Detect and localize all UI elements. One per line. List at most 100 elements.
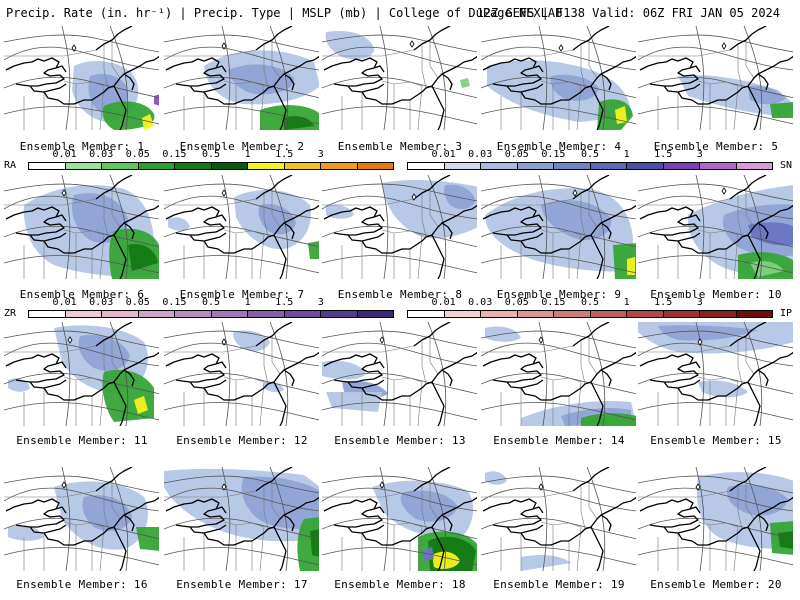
legend-swatch — [663, 163, 700, 169]
state-borders — [481, 189, 598, 279]
isobar-line — [61, 322, 71, 426]
precip-area — [142, 114, 154, 130]
legend-swatch — [65, 163, 102, 169]
isobar-line — [322, 547, 477, 566]
precip-map — [164, 467, 319, 571]
ensemble-member-panel — [322, 467, 477, 571]
isobar-line — [481, 402, 636, 421]
legend-code-zr: ZR — [4, 308, 17, 319]
isobar-line — [743, 26, 763, 130]
isobar-line — [427, 175, 447, 279]
ensemble-member-panel — [164, 26, 319, 130]
isobar-line — [481, 342, 636, 367]
legend-row-1: RA 0.01 0.03 0.05 0.15 0.5 1 1.5 3 0.01 0.03 0.05… — [0, 149, 800, 174]
ensemble-member-label: Ensemble Member: 3 — [337, 140, 463, 153]
precip-map — [164, 175, 319, 279]
legend-tick-label: 0.15 — [541, 297, 566, 308]
isobar-line — [4, 342, 159, 367]
isobar-line — [4, 76, 159, 99]
legend-swatch — [663, 311, 700, 317]
isobar-line — [638, 547, 793, 566]
state-borders — [164, 481, 281, 571]
precip-area — [770, 102, 793, 118]
legend-tick-label: 0.15 — [162, 297, 187, 308]
isobar-line — [638, 183, 793, 202]
precip-map — [481, 175, 636, 279]
precip-map — [4, 322, 159, 426]
precip-area — [658, 325, 758, 341]
legend-swatch — [248, 163, 285, 169]
isobar-line — [61, 26, 71, 130]
ensemble-member-label: Ensemble Member: 20 — [650, 578, 782, 591]
precip-area — [102, 369, 154, 422]
isobar-line — [322, 487, 477, 512]
legend-swatch — [248, 311, 285, 317]
precip-area — [326, 392, 382, 412]
isobar-line — [4, 225, 159, 248]
isobar-line — [164, 34, 319, 53]
isobar-line — [638, 475, 793, 494]
legend-tick-label: 0.01 — [52, 149, 77, 160]
legend-bar-ip — [407, 310, 773, 318]
precip-area — [154, 94, 159, 106]
state-borders — [164, 40, 281, 130]
diamond-icon — [221, 42, 227, 50]
isobar-line — [164, 547, 319, 566]
legend-swatch — [700, 163, 737, 169]
ensemble-member-label: Ensemble Member: 8 — [337, 288, 463, 301]
legend-swatch — [138, 163, 175, 169]
precip-area — [241, 476, 319, 529]
precip-area — [521, 555, 571, 571]
legend-code-sn: SN — [780, 160, 793, 171]
isobar-line — [427, 322, 447, 426]
ensemble-member-panel — [4, 322, 159, 426]
isobar-line — [638, 46, 793, 71]
legend-tick-label: 1.5 — [654, 149, 673, 160]
precip-area — [678, 74, 793, 116]
isobar-line — [427, 26, 447, 130]
legend-swatch — [357, 163, 393, 169]
isobar-line — [481, 547, 636, 566]
ensemble-member-panel — [164, 467, 319, 571]
isobar-line — [427, 467, 447, 571]
legend-swatch — [211, 163, 248, 169]
ensemble-member-label: Ensemble Member: 17 — [176, 578, 308, 591]
precip-map — [164, 322, 319, 426]
legend-tick-label: 0.03 — [468, 149, 493, 160]
isobar-line — [164, 330, 319, 349]
legend-swatch — [444, 163, 481, 169]
legend-swatch — [627, 163, 664, 169]
state-borders — [4, 189, 121, 279]
legend-swatch — [321, 311, 358, 317]
precip-area — [78, 334, 130, 371]
isobar-line — [481, 475, 636, 494]
coastline — [5, 322, 159, 426]
ensemble-member-panel — [4, 26, 159, 130]
isobar-line — [379, 175, 389, 279]
precip-area — [550, 74, 599, 101]
isobar-line — [481, 330, 636, 349]
isobar-line — [538, 467, 548, 571]
isobar-line — [322, 225, 477, 248]
isobar-line — [481, 372, 636, 395]
isobar-line — [638, 330, 793, 349]
precip-area — [748, 85, 786, 105]
isobar-line — [164, 402, 319, 421]
legend-swatch — [284, 163, 321, 169]
isobar-line — [4, 183, 159, 202]
diamond-icon — [379, 481, 385, 489]
legend-swatch — [517, 311, 554, 317]
legend-swatch — [175, 311, 212, 317]
precip-area — [778, 531, 793, 549]
ensemble-member-panel — [164, 322, 319, 426]
diamond-icon — [221, 483, 227, 491]
ensemble-member-label: Ensemble Member: 19 — [493, 578, 625, 591]
isobar-line — [586, 322, 606, 426]
legend-swatch — [554, 163, 591, 169]
precip-area — [82, 495, 132, 532]
legend-tick-label: 1.5 — [654, 297, 673, 308]
isobar-line — [109, 26, 129, 130]
isobar-line — [109, 175, 129, 279]
precip-map — [638, 26, 793, 130]
precip-area — [310, 529, 319, 557]
